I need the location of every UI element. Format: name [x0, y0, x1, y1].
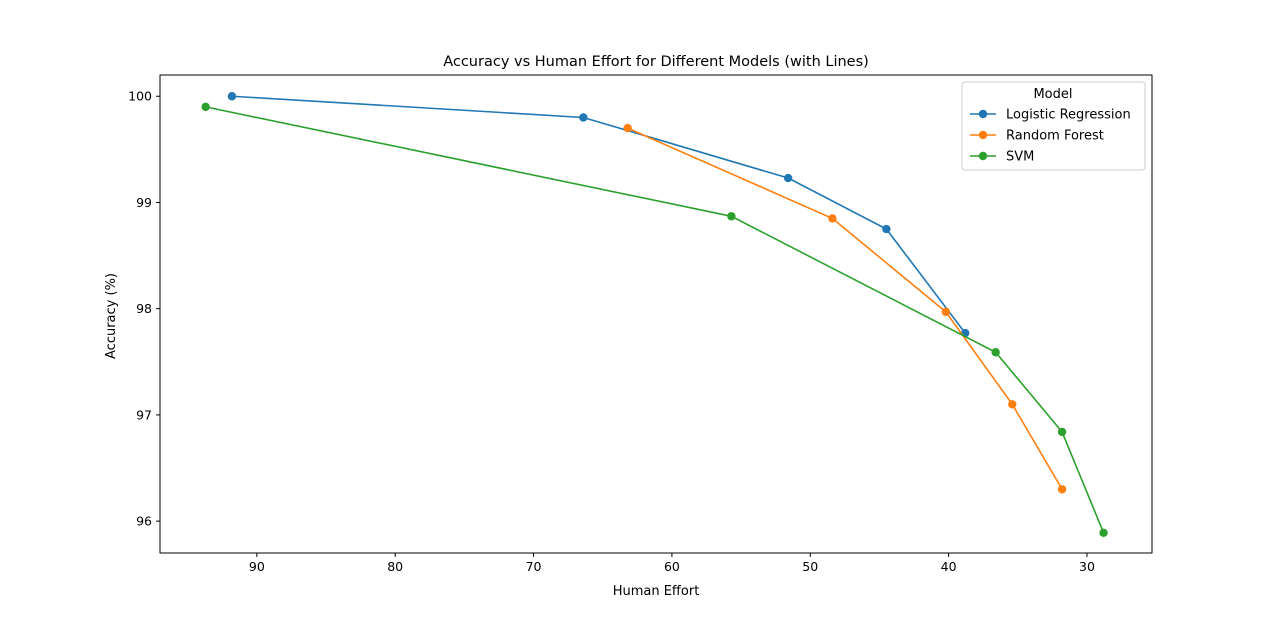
data-point: [991, 348, 1000, 357]
legend-label: Logistic Regression: [1006, 108, 1131, 123]
legend-marker: [978, 151, 988, 161]
data-point: [727, 212, 736, 221]
legend-marker: [978, 109, 988, 119]
data-point: [1057, 427, 1067, 437]
y-tick-label: 96: [136, 514, 152, 529]
data-point: [227, 92, 237, 101]
y-tick-label: 99: [136, 195, 152, 210]
y-axis-label: Accuracy (%): [104, 273, 119, 359]
data-point: [882, 224, 891, 234]
data-point: [201, 102, 210, 112]
x-tick-label: 50: [802, 559, 818, 574]
data-point: [941, 307, 951, 317]
data-point: [1099, 528, 1108, 538]
x-axis-label: Human Effort: [613, 584, 700, 599]
legend-box: [961, 81, 1146, 171]
x-tick-label: 30: [1079, 559, 1095, 574]
y-tick-label: 97: [136, 407, 152, 422]
x-tick-label: 70: [526, 559, 542, 574]
legend-label: SVM: [1006, 150, 1034, 165]
series-line: [231, 95, 966, 334]
legend-marker: [978, 130, 988, 140]
legend-label: Random Forest: [1006, 129, 1104, 144]
x-tick-label: 90: [249, 559, 265, 574]
x-tick-label: 40: [941, 559, 957, 574]
legend: Model Logistic Regression Random Forest SV…: [961, 81, 1146, 171]
data-point: [623, 123, 632, 133]
data-point: [828, 214, 837, 223]
axis-ticks: 90 80 70 60 50 40 30 96 97 98 99 100: [128, 89, 1095, 574]
data-point: [579, 113, 588, 122]
data-point: [783, 173, 793, 183]
x-tick-label: 60: [664, 559, 680, 574]
plot-frame: [159, 74, 1153, 554]
y-tick-label: 98: [136, 301, 152, 316]
data-point: [1008, 400, 1017, 409]
y-tick-label: 100: [128, 89, 152, 104]
legend-title: Model: [1033, 87, 1072, 102]
x-tick-label: 80: [387, 559, 403, 574]
series-line: [627, 127, 1063, 490]
series-line: [205, 106, 1105, 534]
chart-title: Accuracy vs Human Effort for Different M…: [443, 54, 869, 70]
plot-series: [201, 92, 1108, 538]
data-point: [1057, 485, 1067, 494]
